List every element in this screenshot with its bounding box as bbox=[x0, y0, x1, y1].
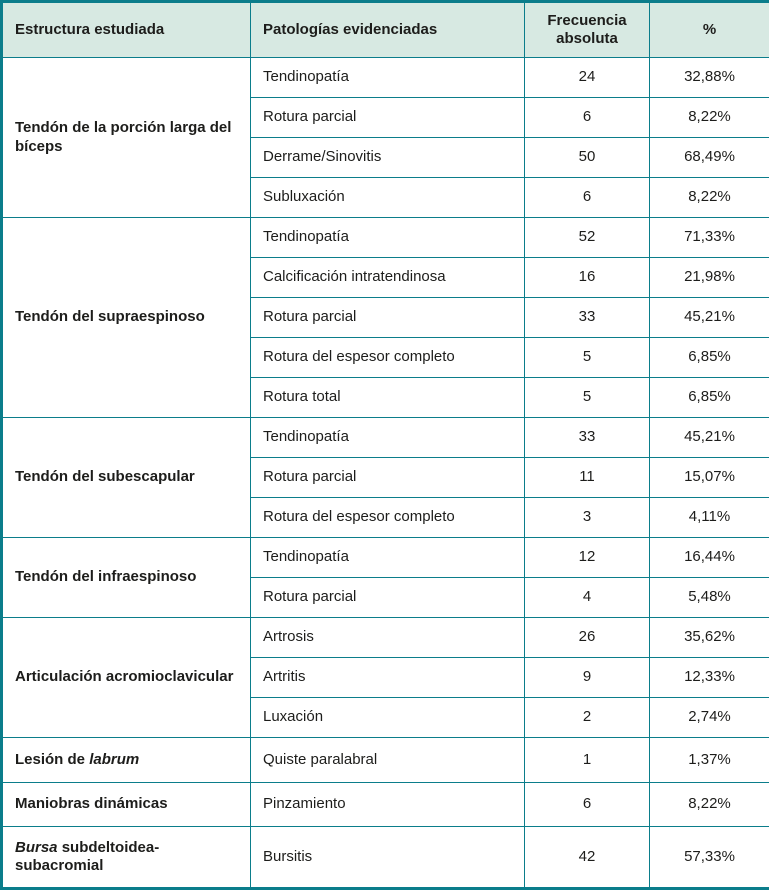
pathology-cell: Rotura parcial bbox=[251, 458, 525, 498]
percent-cell: 12,33% bbox=[650, 658, 769, 698]
pathology-cell: Tendinopatía bbox=[251, 538, 525, 578]
structure-label: Tendón del infraespinoso bbox=[15, 568, 196, 585]
structure-label: Articulación acromioclavicular bbox=[15, 668, 233, 685]
structure-cell: Maniobras dinámicas bbox=[2, 783, 251, 827]
percent-cell: 1,37% bbox=[650, 738, 769, 783]
structure-cell: Tendón del infraespinoso bbox=[2, 538, 251, 618]
frequency-cell: 16 bbox=[525, 258, 650, 298]
frequency-cell: 24 bbox=[525, 58, 650, 98]
frequency-cell: 5 bbox=[525, 378, 650, 418]
structure-label-italic: Bursa bbox=[15, 839, 58, 856]
percent-cell: 45,21% bbox=[650, 418, 769, 458]
frequency-cell: 26 bbox=[525, 618, 650, 658]
pathology-cell: Artritis bbox=[251, 658, 525, 698]
pathology-cell: Rotura parcial bbox=[251, 98, 525, 138]
header-row: Estructura estudiada Patologías evidenci… bbox=[2, 2, 769, 58]
frequency-cell: 9 bbox=[525, 658, 650, 698]
col-header-estructura: Estructura estudiada bbox=[2, 2, 251, 58]
percent-cell: 6,85% bbox=[650, 338, 769, 378]
frequency-cell: 5 bbox=[525, 338, 650, 378]
frequency-cell: 2 bbox=[525, 698, 650, 738]
pathology-cell: Tendinopatía bbox=[251, 58, 525, 98]
col-header-patologias: Patologías evidenciadas bbox=[251, 2, 525, 58]
percent-cell: 6,85% bbox=[650, 378, 769, 418]
table-header: Estructura estudiada Patologías evidenci… bbox=[2, 2, 769, 58]
percent-cell: 15,07% bbox=[650, 458, 769, 498]
frequency-cell: 12 bbox=[525, 538, 650, 578]
structure-label: Tendón de la porción larga del bíceps bbox=[15, 119, 231, 154]
structure-cell: Lesión de labrum bbox=[2, 738, 251, 783]
frequency-cell: 42 bbox=[525, 827, 650, 889]
frequency-cell: 4 bbox=[525, 578, 650, 618]
col-header-percent: % bbox=[650, 2, 769, 58]
percent-cell: 45,21% bbox=[650, 298, 769, 338]
structure-label: Tendón del subescapular bbox=[15, 468, 195, 485]
frequency-cell: 33 bbox=[525, 418, 650, 458]
frequency-cell: 6 bbox=[525, 783, 650, 827]
percent-cell: 68,49% bbox=[650, 138, 769, 178]
structure-cell: Tendón del supraespinoso bbox=[2, 218, 251, 418]
pathology-cell: Rotura parcial bbox=[251, 298, 525, 338]
pathology-cell: Rotura del espesor completo bbox=[251, 498, 525, 538]
frequency-cell: 1 bbox=[525, 738, 650, 783]
percent-cell: 4,11% bbox=[650, 498, 769, 538]
percent-cell: 71,33% bbox=[650, 218, 769, 258]
structure-label-italic: labrum bbox=[89, 751, 139, 768]
percent-cell: 16,44% bbox=[650, 538, 769, 578]
percent-cell: 2,74% bbox=[650, 698, 769, 738]
pathology-cell: Quiste paralabral bbox=[251, 738, 525, 783]
frequency-cell: 6 bbox=[525, 178, 650, 218]
structure-label: Maniobras dinámicas bbox=[15, 795, 168, 812]
percent-cell: 57,33% bbox=[650, 827, 769, 889]
pathology-cell: Tendinopatía bbox=[251, 218, 525, 258]
col-header-frecuencia: Frecuencia absoluta bbox=[525, 2, 650, 58]
pathology-cell: Subluxación bbox=[251, 178, 525, 218]
structure-cell: Bursa subdeltoidea-subacromial bbox=[2, 827, 251, 889]
pathology-cell: Bursitis bbox=[251, 827, 525, 889]
frequency-cell: 50 bbox=[525, 138, 650, 178]
percent-cell: 5,48% bbox=[650, 578, 769, 618]
structure-cell: Articulación acromioclavicular bbox=[2, 618, 251, 738]
structure-cell: Tendón de la porción larga del bíceps bbox=[2, 58, 251, 218]
percent-cell: 21,98% bbox=[650, 258, 769, 298]
structure-cell: Tendón del subescapular bbox=[2, 418, 251, 538]
pathology-cell: Rotura total bbox=[251, 378, 525, 418]
percent-cell: 35,62% bbox=[650, 618, 769, 658]
percent-cell: 8,22% bbox=[650, 98, 769, 138]
frequency-cell: 3 bbox=[525, 498, 650, 538]
frequency-cell: 52 bbox=[525, 218, 650, 258]
frequency-cell: 33 bbox=[525, 298, 650, 338]
structure-label: Lesión de bbox=[15, 751, 89, 768]
pathology-cell: Rotura parcial bbox=[251, 578, 525, 618]
pathology-cell: Derrame/Sinovitis bbox=[251, 138, 525, 178]
pathology-cell: Pinzamiento bbox=[251, 783, 525, 827]
structure-label: Tendón del supraespinoso bbox=[15, 308, 205, 325]
percent-cell: 8,22% bbox=[650, 783, 769, 827]
pathology-cell: Artrosis bbox=[251, 618, 525, 658]
frequency-cell: 11 bbox=[525, 458, 650, 498]
percent-cell: 32,88% bbox=[650, 58, 769, 98]
pathology-cell: Rotura del espesor completo bbox=[251, 338, 525, 378]
percent-cell: 8,22% bbox=[650, 178, 769, 218]
pathology-cell: Tendinopatía bbox=[251, 418, 525, 458]
pathology-cell: Calcificación intratendinosa bbox=[251, 258, 525, 298]
frequency-cell: 6 bbox=[525, 98, 650, 138]
table-body: Tendón de la porción larga del bíceps Ten… bbox=[2, 58, 769, 889]
pathology-cell: Luxación bbox=[251, 698, 525, 738]
